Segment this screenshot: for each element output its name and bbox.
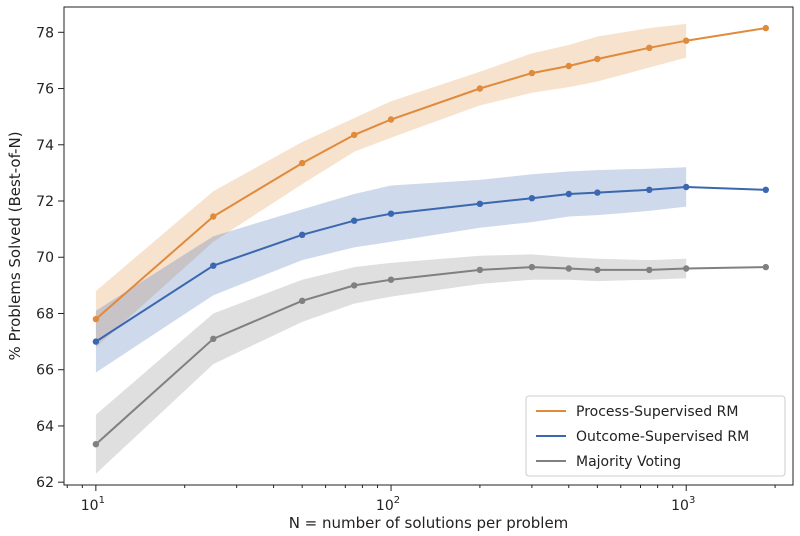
y-axis-label: % Problems Solved (Best-of-N): [6, 131, 24, 360]
y-tick-label: 66: [36, 363, 54, 379]
data-point: [565, 265, 572, 272]
data-point: [92, 338, 100, 345]
series-line-1: [95, 185, 766, 343]
data-point: [762, 24, 769, 32]
data-points: [92, 24, 769, 448]
confidence-band-1: [95, 167, 687, 373]
y-tick-label: 74: [36, 138, 54, 154]
data-point: [683, 265, 690, 272]
y-tick-label: 62: [36, 475, 54, 491]
legend-label: Process-Supervised RM: [576, 404, 738, 420]
y-axis-ticks: 62 64 66 68 70 72 74 76 78: [36, 25, 64, 491]
data-point: [762, 186, 769, 193]
data-point: [594, 189, 601, 196]
confidence-band-2: [95, 254, 687, 474]
confidence-bands: [95, 23, 687, 474]
data-point: [476, 266, 484, 274]
data-point: [528, 69, 536, 77]
y-tick-label: 76: [36, 82, 54, 98]
data-point: [299, 159, 306, 167]
y-tick-label: 64: [36, 419, 54, 435]
data-point: [528, 263, 536, 271]
y-tick-label: 78: [36, 25, 54, 41]
data-point: [646, 266, 653, 274]
data-point: [476, 85, 484, 92]
data-point: [683, 183, 690, 191]
data-point: [528, 195, 536, 202]
data-point: [351, 282, 358, 289]
data-point: [476, 200, 484, 207]
legend: Process-Supervised RM Outcome-Supervised …: [525, 395, 786, 477]
data-point: [210, 262, 217, 269]
series-line-2: [95, 266, 766, 445]
series-line-0: [95, 27, 766, 320]
data-point: [646, 186, 653, 193]
y-tick-label: 70: [36, 250, 54, 266]
y-tick-label: 68: [36, 306, 54, 322]
data-point: [565, 190, 572, 198]
x-axis-ticks: 101 102 103: [66, 485, 776, 514]
legend-label: Outcome-Supervised RM: [576, 429, 749, 445]
data-point: [594, 55, 601, 63]
data-point: [565, 62, 572, 70]
legend-box: [525, 395, 786, 477]
data-point: [299, 297, 306, 304]
data-point: [387, 276, 395, 283]
y-tick-label: 72: [36, 194, 54, 210]
x-axis-label: N = number of solutions per problem: [289, 514, 569, 532]
confidence-band-0: [95, 23, 687, 348]
data-point: [387, 116, 395, 123]
x-tick-label: 103: [671, 495, 695, 514]
data-point: [92, 441, 100, 448]
data-point: [762, 263, 769, 271]
data-point: [683, 37, 690, 44]
legend-label: Majority Voting: [576, 454, 681, 470]
data-point: [210, 213, 217, 220]
x-tick-label: 102: [376, 495, 400, 514]
series-lines: [95, 27, 766, 445]
data-point: [387, 210, 395, 217]
data-point: [210, 335, 217, 342]
data-point: [351, 131, 358, 139]
data-point: [299, 231, 306, 238]
data-point: [351, 217, 358, 224]
data-point: [92, 315, 100, 323]
data-point: [594, 266, 601, 274]
data-point: [646, 44, 653, 51]
x-tick-label: 101: [81, 495, 105, 514]
plot-area-frame: [63, 6, 794, 486]
